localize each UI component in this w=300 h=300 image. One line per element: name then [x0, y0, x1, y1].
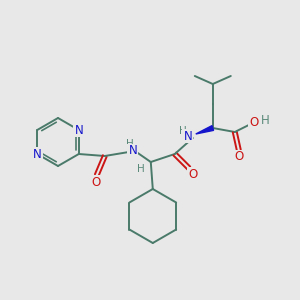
Text: N: N: [74, 124, 83, 136]
Text: H: H: [126, 139, 134, 149]
Text: O: O: [188, 167, 197, 181]
Text: O: O: [91, 176, 101, 188]
Text: N: N: [183, 130, 192, 142]
Text: H: H: [137, 164, 145, 174]
Text: H: H: [179, 126, 187, 136]
Text: N: N: [128, 145, 137, 158]
Polygon shape: [196, 126, 214, 134]
Text: N: N: [33, 148, 42, 160]
Text: H: H: [260, 115, 269, 128]
Text: O: O: [234, 151, 243, 164]
Text: O: O: [249, 116, 258, 130]
